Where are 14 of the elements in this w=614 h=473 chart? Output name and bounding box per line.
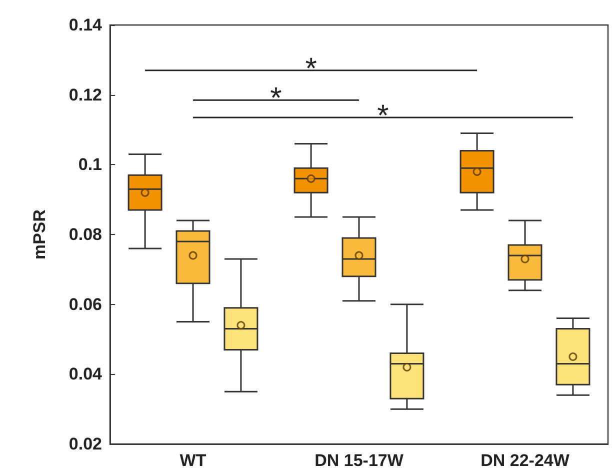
x-tick-label: DN 22-24W: [480, 451, 570, 470]
x-tick-label: WT: [180, 451, 207, 470]
y-tick-label: 0.14: [68, 16, 103, 34]
annotation: *: [270, 82, 282, 116]
y-tick-label: 0.1: [78, 155, 102, 174]
x-tick-label: DN 15-17W: [314, 451, 404, 470]
y-tick-label: 0.02: [68, 434, 102, 454]
y-tick-label: 0.06: [68, 294, 102, 314]
annotation: *: [377, 100, 390, 133]
y-tick-label: 0.12: [68, 85, 102, 104]
y-axis-title: mPSR: [30, 209, 49, 260]
y-tick-label: 0.08: [68, 225, 102, 244]
annotation: *: [305, 52, 318, 86]
y-tick-label: 0.04: [68, 364, 103, 384]
